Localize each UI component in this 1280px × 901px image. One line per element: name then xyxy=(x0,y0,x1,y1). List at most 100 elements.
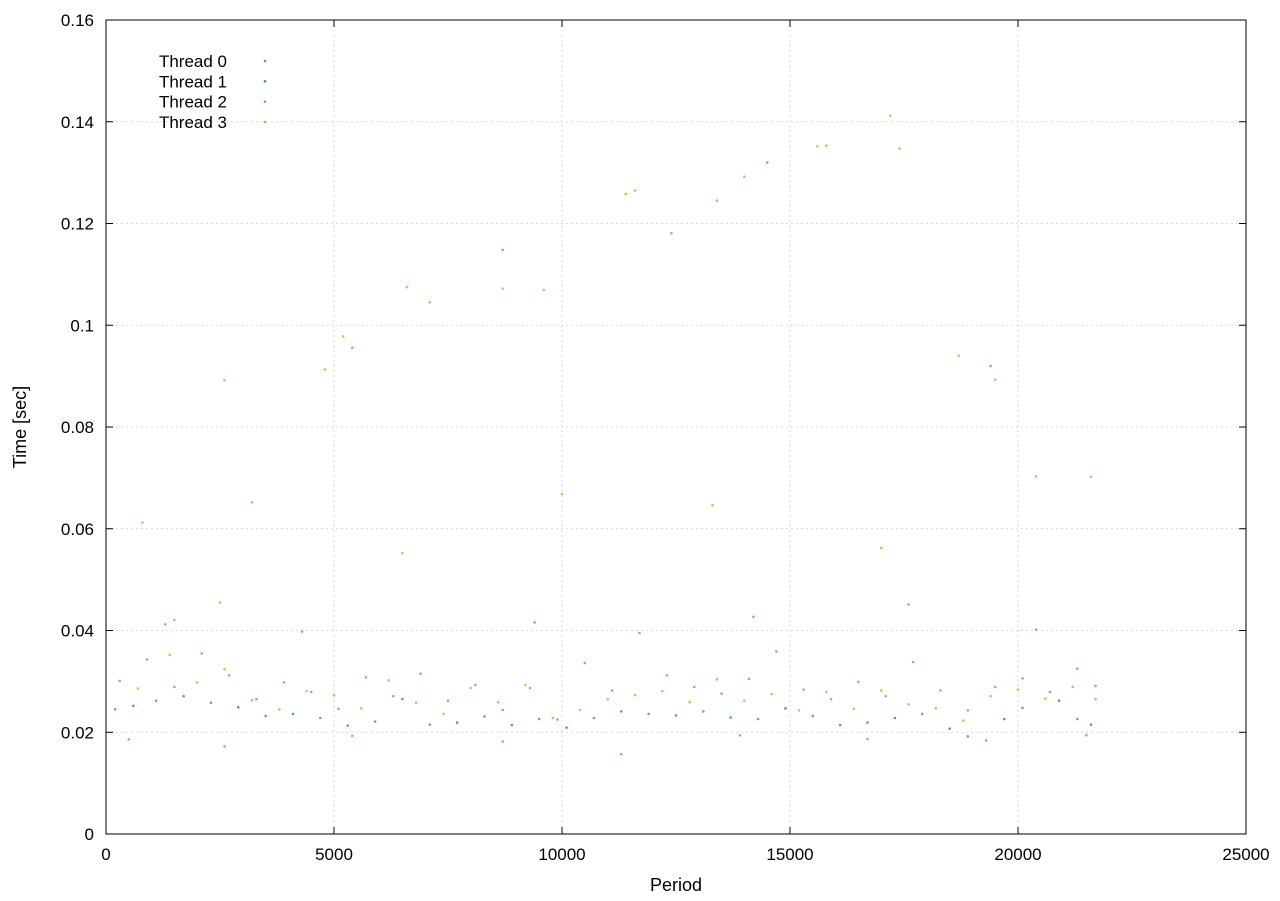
data-point xyxy=(300,630,304,633)
data-point xyxy=(1016,688,1020,691)
legend-entry-label: Thread 3 xyxy=(159,113,227,132)
data-point xyxy=(323,368,327,371)
data-point xyxy=(132,704,135,708)
data-point xyxy=(624,192,628,196)
data-point xyxy=(797,709,801,712)
data-point xyxy=(829,697,833,701)
data-point xyxy=(223,667,226,671)
data-point xyxy=(414,701,418,705)
data-point xyxy=(346,724,349,727)
data-point xyxy=(223,745,226,748)
data-point xyxy=(350,734,354,738)
data-point xyxy=(1021,677,1024,680)
data-point xyxy=(1085,734,1088,737)
data-point xyxy=(1034,475,1038,478)
data-point xyxy=(747,677,751,681)
data-point xyxy=(743,175,746,178)
data-point xyxy=(1089,723,1093,726)
series-0 xyxy=(113,699,1079,738)
data-point xyxy=(556,718,559,721)
x-tick-label: 5000 xyxy=(315,845,353,864)
data-point xyxy=(879,546,883,550)
data-point xyxy=(113,708,117,711)
grid-lines xyxy=(106,20,1246,834)
data-point xyxy=(455,721,459,724)
data-point xyxy=(1044,697,1047,700)
data-point xyxy=(401,697,404,701)
data-point xyxy=(989,694,992,698)
legend-entry-marker xyxy=(263,80,267,83)
data-point xyxy=(674,714,678,717)
data-point xyxy=(469,686,473,690)
data-point xyxy=(743,699,746,703)
data-point xyxy=(1094,697,1097,701)
legend-entry-label: Thread 1 xyxy=(159,72,227,91)
data-point xyxy=(661,689,664,693)
data-point xyxy=(1094,684,1097,688)
y-tick-label: 0.1 xyxy=(70,316,94,335)
data-point xyxy=(542,288,546,292)
data-point xyxy=(825,144,828,147)
data-point xyxy=(852,707,856,711)
data-point xyxy=(419,672,422,676)
x-tick-label: 15000 xyxy=(766,845,813,864)
axis-ticks xyxy=(105,19,1247,835)
data-point xyxy=(291,712,295,716)
x-axis-label: Period xyxy=(650,875,702,895)
data-point xyxy=(592,716,596,720)
data-point xyxy=(255,697,258,701)
data-point xyxy=(309,690,313,694)
data-point xyxy=(218,601,222,604)
data-point xyxy=(528,686,532,690)
data-point xyxy=(715,678,719,681)
data-point xyxy=(692,685,696,689)
legend-entry-label: Thread 2 xyxy=(159,93,227,112)
data-point xyxy=(223,378,226,382)
data-point xyxy=(391,694,395,698)
data-point xyxy=(163,623,167,626)
data-point xyxy=(756,717,760,721)
y-tick-label: 0.06 xyxy=(61,520,94,539)
data-point xyxy=(866,721,869,724)
data-point xyxy=(510,723,514,727)
data-point xyxy=(884,694,888,698)
data-point xyxy=(934,707,938,710)
legend-entry-marker xyxy=(263,120,267,124)
x-tick-label: 0 xyxy=(101,845,110,864)
data-point xyxy=(948,727,951,730)
data-point xyxy=(1021,706,1024,710)
data-point xyxy=(442,712,445,716)
data-point xyxy=(889,114,892,117)
y-tick-label: 0.04 xyxy=(61,622,94,641)
data-point xyxy=(305,689,308,693)
y-tick-label: 0.08 xyxy=(61,418,94,437)
data-point xyxy=(638,631,641,635)
data-point xyxy=(282,681,286,684)
data-point xyxy=(173,618,176,622)
data-point xyxy=(551,716,555,720)
data-point xyxy=(633,189,637,192)
data-point xyxy=(428,723,432,726)
legend-entry-marker xyxy=(263,100,267,103)
y-tick-label: 0.12 xyxy=(61,215,94,234)
data-point xyxy=(1057,699,1061,703)
y-tick-label: 0.16 xyxy=(61,11,94,30)
data-point xyxy=(583,661,587,665)
y-tick-label: 0.02 xyxy=(61,723,94,742)
data-point xyxy=(168,653,172,657)
data-point xyxy=(1071,685,1075,689)
data-point xyxy=(765,161,769,164)
data-point xyxy=(784,707,787,710)
data-point xyxy=(236,706,240,709)
data-point xyxy=(610,689,614,692)
data-point xyxy=(136,687,140,690)
data-point xyxy=(350,346,354,349)
data-point xyxy=(811,714,815,718)
data-point xyxy=(560,492,564,496)
series-1 xyxy=(132,694,1093,730)
data-point xyxy=(993,378,997,381)
data-point xyxy=(688,700,691,704)
data-point xyxy=(966,709,970,712)
y-tick-label: 0 xyxy=(85,825,94,844)
tick-labels: 0 5000 10000 15000 20000 25000 0 0.02 0.04 0.06 0.… xyxy=(61,11,1270,864)
